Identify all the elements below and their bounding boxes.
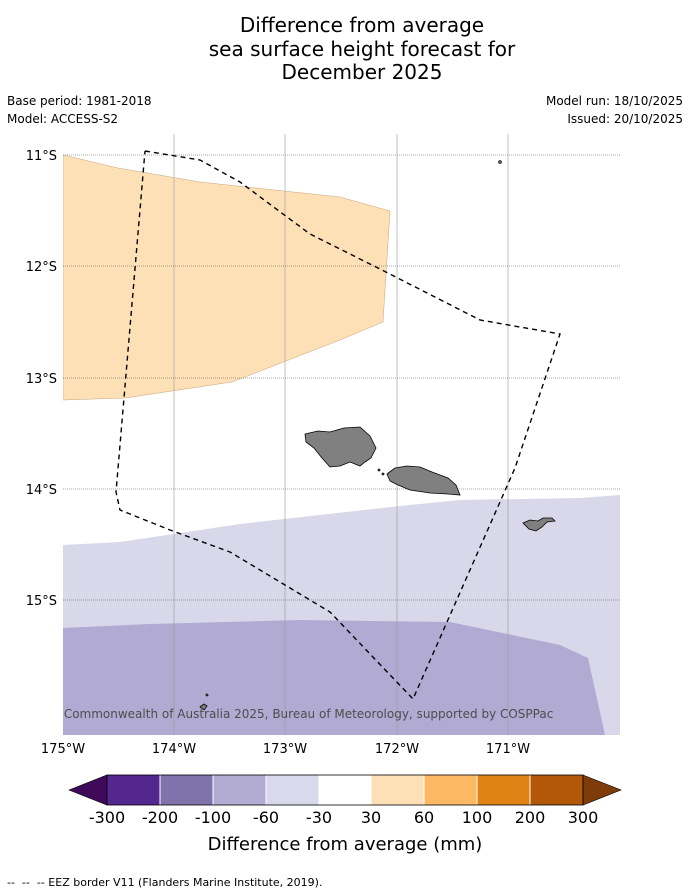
colorbar-segment xyxy=(213,775,266,805)
colorbar-tick: -60 xyxy=(253,808,279,827)
lon-label: 172°W xyxy=(375,742,419,757)
savaii-island xyxy=(304,426,377,468)
colorbar-extend-high xyxy=(582,774,622,806)
colorbar-tick: 30 xyxy=(361,808,381,827)
colorbar-tick: 200 xyxy=(515,808,546,827)
land-islands xyxy=(199,160,556,711)
colorbar-tick: -200 xyxy=(142,808,178,827)
anomaly-region-mid-negative xyxy=(63,620,605,735)
colorbar-tick: 100 xyxy=(462,808,493,827)
lat-label: 14°S xyxy=(26,483,57,498)
swains-islet xyxy=(498,160,502,164)
colorbar-segment xyxy=(371,775,424,805)
lat-label: 15°S xyxy=(26,594,57,609)
anomaly-region-positive xyxy=(63,154,391,401)
title-line-2: sea surface height forecast for xyxy=(208,36,516,61)
lon-label: 173°W xyxy=(263,742,307,757)
colorbar-segment xyxy=(266,775,319,805)
manono-islet xyxy=(381,472,385,476)
eez-legend-note: -- -- -- EEZ border V11 (Flanders Marine… xyxy=(7,876,323,889)
colorbar-segment xyxy=(477,775,530,805)
latitude-labels: 11°S 12°S 13°S 14°S 15°S xyxy=(26,149,57,609)
lon-label: 174°W xyxy=(152,742,196,757)
apolima-islet xyxy=(377,468,381,472)
map-title: Difference from average sea surface heig… xyxy=(0,13,690,85)
wallis-island xyxy=(199,703,208,711)
colorbar-extend-low xyxy=(68,774,108,806)
futuna-islet xyxy=(205,693,209,697)
colorbar-label: Difference from average (mm) xyxy=(208,834,483,855)
tutuila-island xyxy=(522,517,556,532)
colorbar-segment xyxy=(424,775,477,805)
lat-label: 12°S xyxy=(26,260,57,275)
colorbar-tick: 300 xyxy=(568,808,599,827)
colorbar-segment xyxy=(160,775,213,805)
title-line-1: Difference from average xyxy=(239,13,485,37)
issued-date: Issued: 20/10/2025 xyxy=(567,112,683,126)
colorbar-tick: 60 xyxy=(414,808,434,827)
upolu-island xyxy=(386,465,461,496)
lat-label: 13°S xyxy=(26,372,57,387)
latitude-gridlines xyxy=(63,154,620,601)
colorbar: -300 -200 -100 -60 -30 30 60 100 200 300… xyxy=(68,774,622,855)
model-name: Model: ACCESS-S2 xyxy=(7,112,119,126)
eez-border xyxy=(115,150,561,701)
copyright-notice: © Commonwealth of Australia 2025, Bureau… xyxy=(48,707,553,721)
lon-label: 175°W xyxy=(41,742,85,757)
colorbar-segment xyxy=(319,775,371,805)
lon-label: 171°W xyxy=(486,742,530,757)
longitude-labels: 175°W 174°W 173°W 172°W 171°W xyxy=(41,742,530,757)
longitude-gridlines xyxy=(173,134,509,735)
colorbar-tick: -300 xyxy=(89,808,125,827)
colorbar-segment xyxy=(107,775,160,805)
colorbar-segment xyxy=(530,775,583,805)
base-period: Base period: 1981-2018 xyxy=(7,94,152,108)
colorbar-tick: -30 xyxy=(306,808,332,827)
lat-label: 11°S xyxy=(26,149,57,164)
model-run: Model run: 18/10/2025 xyxy=(545,94,683,108)
colorbar-tick: -100 xyxy=(195,808,231,827)
map-area: © Commonwealth of Australia 2025, Bureau… xyxy=(48,134,620,735)
title-line-3: December 2025 xyxy=(281,60,443,84)
